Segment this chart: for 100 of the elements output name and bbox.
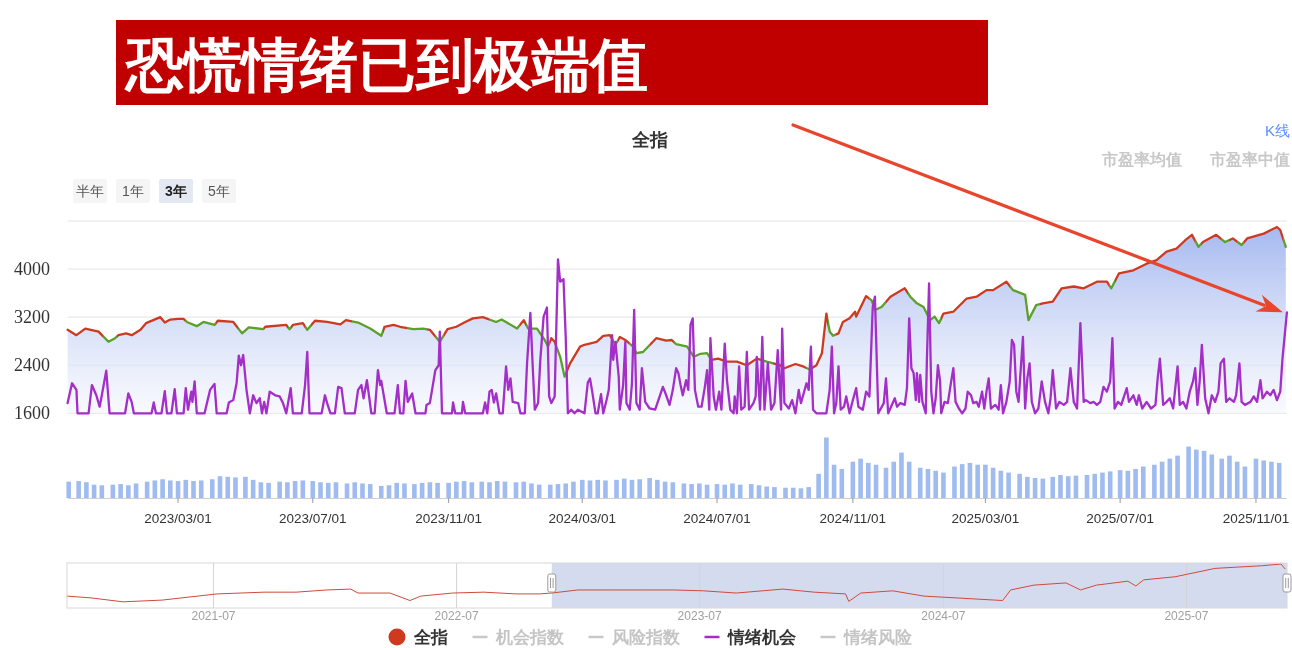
bar <box>891 461 897 498</box>
bar <box>579 479 585 498</box>
bar <box>487 482 492 498</box>
bar <box>1092 473 1098 498</box>
bar <box>285 482 290 498</box>
bar <box>655 479 660 498</box>
bar <box>737 484 743 498</box>
bar <box>1006 472 1011 498</box>
range-button: 1年 <box>116 179 150 203</box>
range-button: 5年 <box>202 179 236 203</box>
bar <box>933 470 938 498</box>
bar <box>529 483 534 498</box>
x-tick-label: 2021-07 <box>191 609 236 623</box>
bar <box>233 477 238 498</box>
bar <box>772 487 777 498</box>
bar <box>344 483 350 498</box>
bar <box>621 478 627 498</box>
bar <box>603 480 608 498</box>
bar <box>975 464 980 498</box>
bar <box>858 458 863 498</box>
bar <box>454 481 459 498</box>
bar <box>547 484 553 498</box>
bar <box>1219 458 1225 498</box>
range-button: 3年 <box>159 179 193 203</box>
bar <box>1234 461 1240 498</box>
bar <box>225 476 231 498</box>
bar <box>756 485 762 498</box>
x-tick-label: 2024/11/01 <box>819 510 887 526</box>
x-tick-label: 2023-07 <box>677 609 722 623</box>
bar <box>243 476 248 498</box>
bar <box>394 482 400 498</box>
bar <box>168 480 173 498</box>
bar <box>402 483 407 498</box>
legend-label: 情绪风险 <box>842 627 913 647</box>
x-tick-label: 2023/07/01 <box>279 510 347 526</box>
bar <box>1152 464 1157 498</box>
y-tick-label: 2400 <box>14 355 50 376</box>
chart-title: 恐慌情绪已到极端值 <box>124 31 648 97</box>
legend-label: 情绪机会 <box>726 627 797 647</box>
bar <box>198 480 204 498</box>
legend-label: 机会指数 <box>494 627 565 647</box>
legend-label: 风险指数 <box>610 627 681 647</box>
bar <box>412 484 417 498</box>
bar <box>1261 460 1267 498</box>
bar <box>521 481 527 498</box>
x-tick-label: 2023/03/01 <box>144 510 212 526</box>
x-tick-label: 2023/11/01 <box>415 510 482 526</box>
bar <box>1017 473 1022 498</box>
bar <box>209 479 215 498</box>
bar <box>118 484 123 498</box>
bar <box>76 481 81 498</box>
bar <box>183 479 189 498</box>
bar <box>681 483 687 498</box>
range-button: 半年 <box>73 179 107 203</box>
bar <box>571 481 576 498</box>
bar <box>1065 476 1071 498</box>
y-tick-label: 4000 <box>14 259 50 280</box>
bar <box>479 481 485 498</box>
bar <box>435 482 440 498</box>
bar <box>126 485 131 498</box>
bar <box>722 484 728 498</box>
line-series <box>66 258 1289 415</box>
bar <box>66 481 71 498</box>
bar <box>367 484 373 498</box>
bar <box>99 485 105 498</box>
bar <box>84 482 89 498</box>
bar <box>1058 475 1063 498</box>
text: K线 <box>1264 121 1290 139</box>
bar <box>899 452 904 498</box>
bar <box>730 483 735 498</box>
bar <box>614 479 619 498</box>
chart-subtitle: 全指 <box>631 130 668 150</box>
y-tick-label: 3200 <box>14 307 50 328</box>
bar <box>563 483 568 498</box>
bar <box>1186 446 1191 498</box>
bar <box>318 482 323 498</box>
bar <box>647 478 652 498</box>
bar <box>806 487 811 498</box>
legend-label: 全指 <box>412 627 448 647</box>
x-tick-label: 2025/03/01 <box>951 510 1020 526</box>
x-tick-label: 2024-07 <box>921 609 966 623</box>
bar <box>748 484 754 498</box>
bar <box>160 479 165 498</box>
bar <box>277 481 282 498</box>
bar <box>191 481 196 498</box>
bar <box>689 484 694 498</box>
bar <box>133 483 139 498</box>
bar <box>1269 461 1274 498</box>
x-tick-label: 2024/07/01 <box>683 510 751 526</box>
bar <box>494 481 500 498</box>
bar <box>783 487 788 498</box>
bar <box>378 485 384 498</box>
bar <box>1209 454 1215 498</box>
bar <box>1141 466 1146 498</box>
bar <box>266 482 271 498</box>
bar <box>637 479 642 498</box>
bar <box>1227 455 1232 498</box>
bar <box>325 482 331 498</box>
bar <box>386 485 392 498</box>
x-tick-label: 2024/03/01 <box>548 510 617 526</box>
